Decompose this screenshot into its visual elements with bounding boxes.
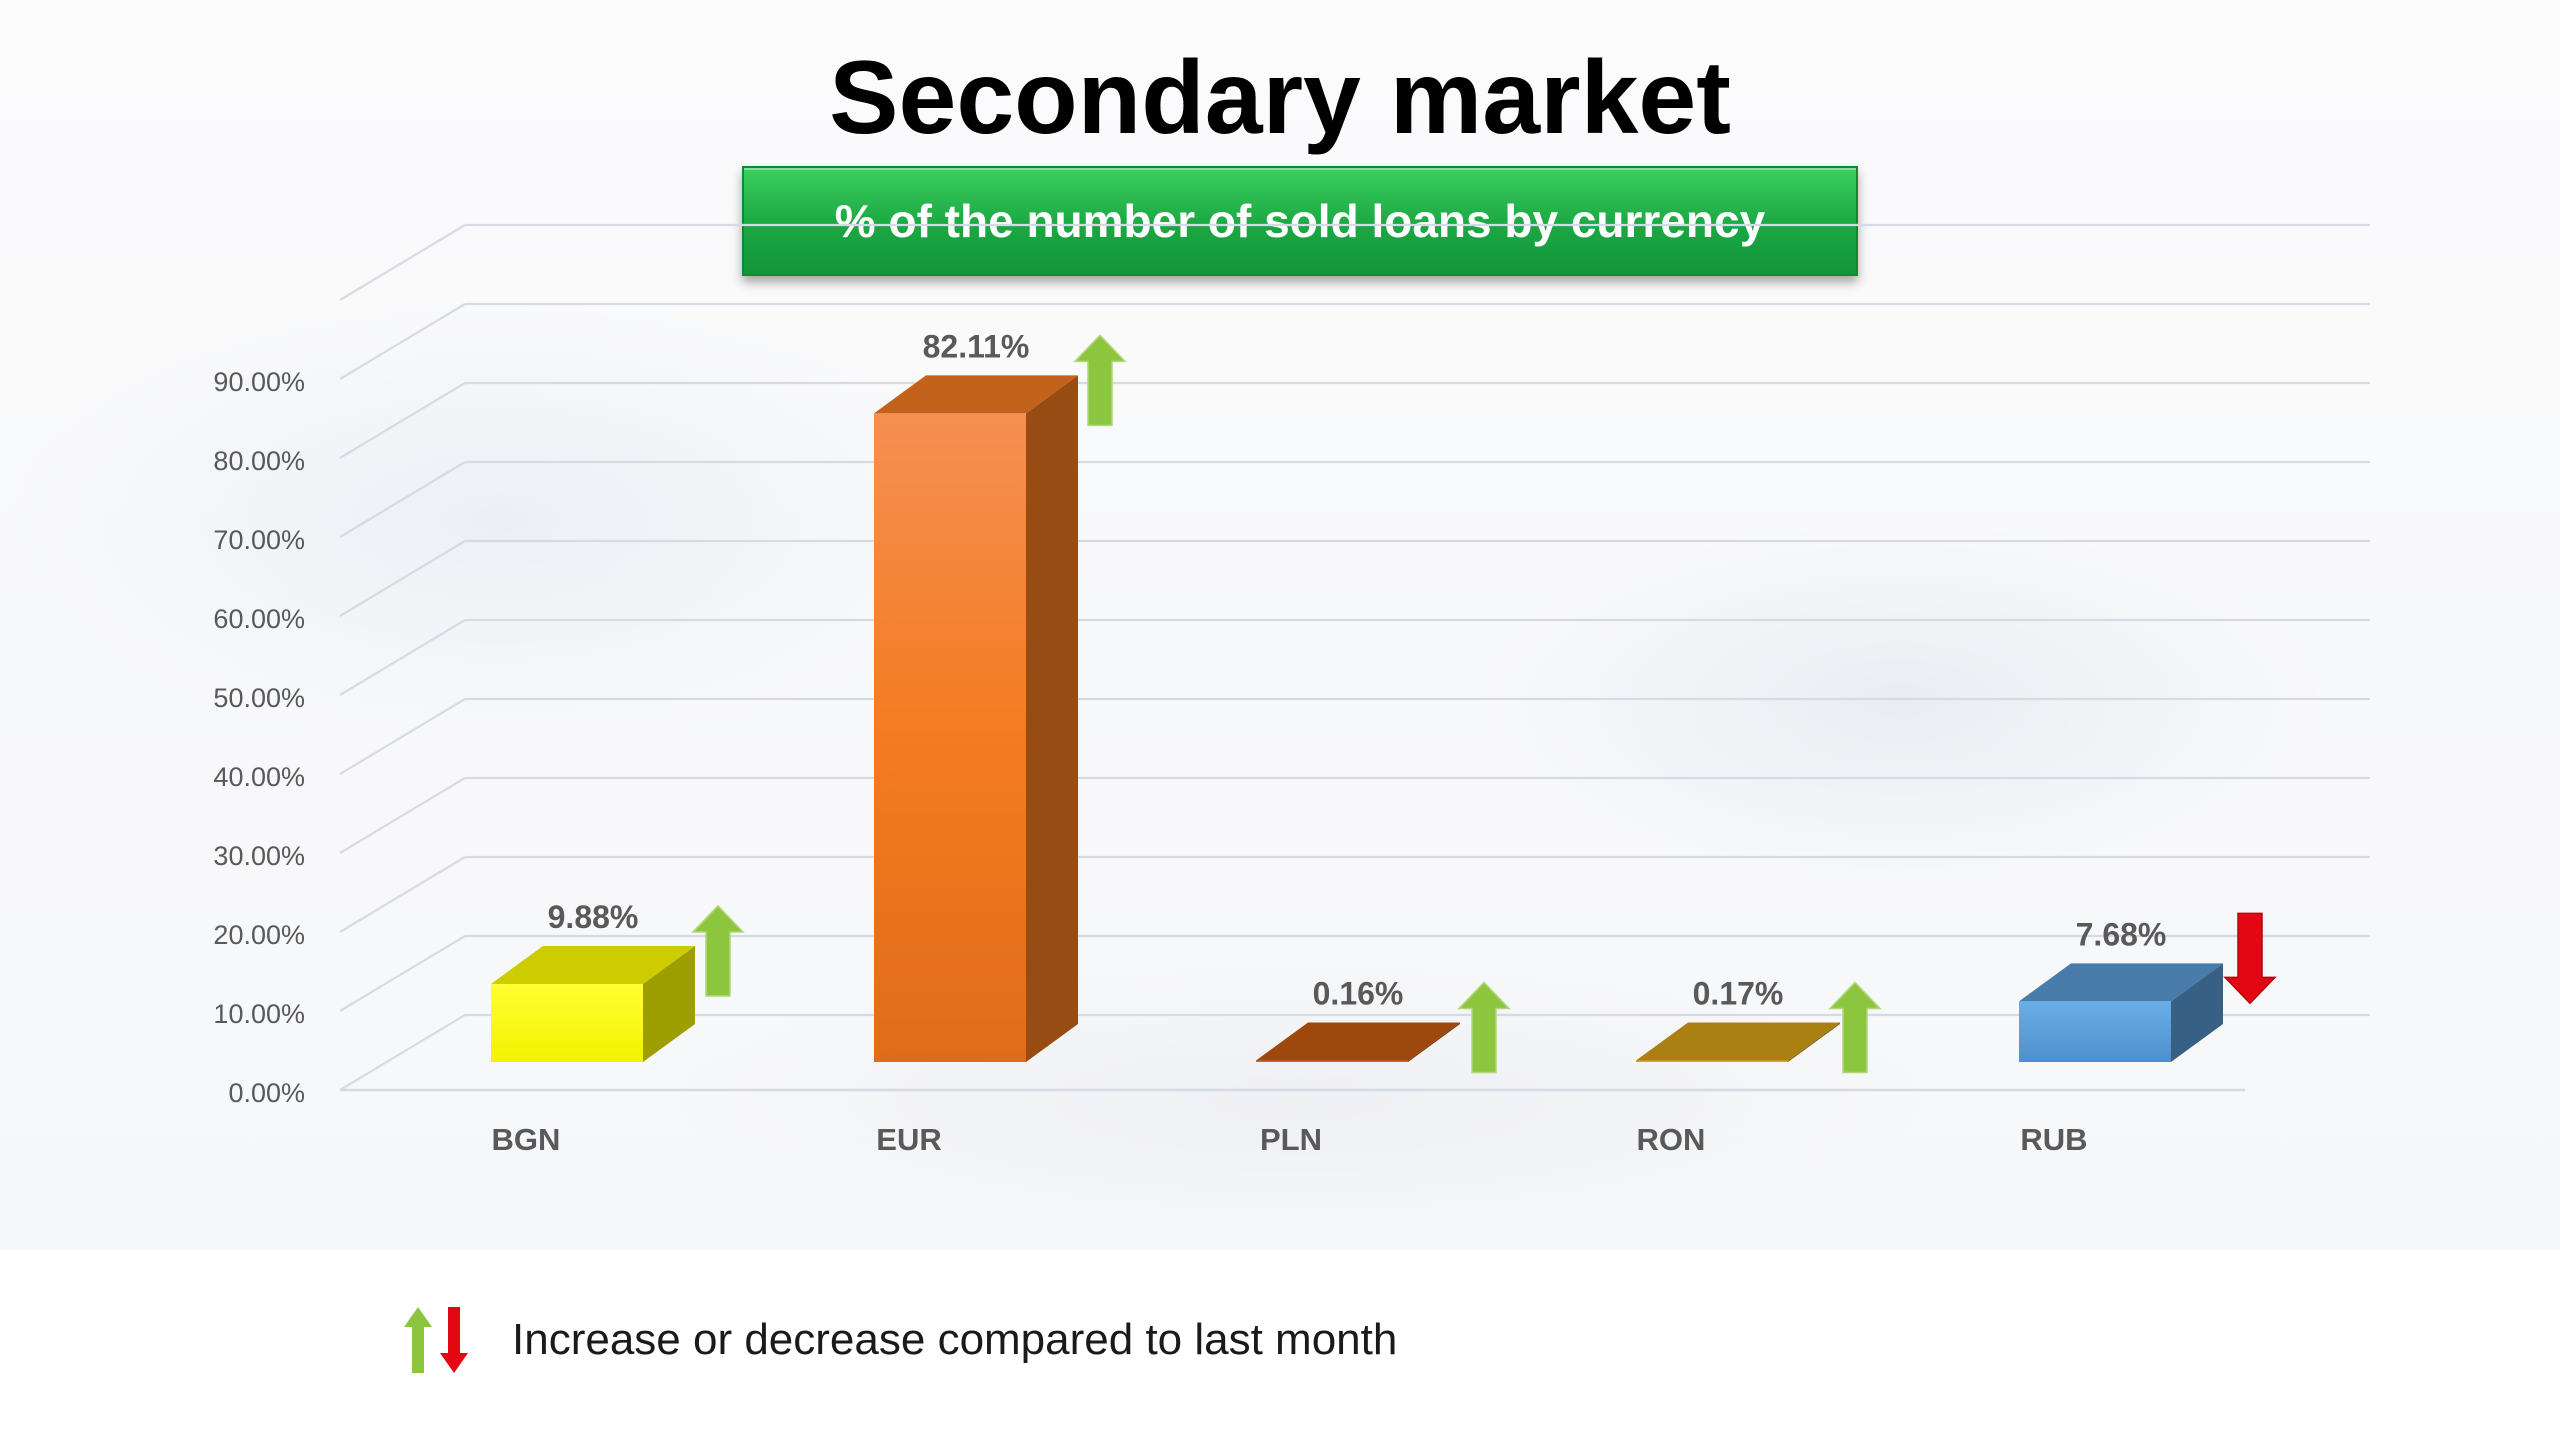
- arrow-down-red-icon: [2223, 912, 2277, 1005]
- page-title: Secondary market: [829, 40, 1731, 156]
- arrow-down-red-icon: [440, 1307, 468, 1373]
- bar-side: [1026, 375, 1078, 1062]
- y-tick-label: 0.00%: [228, 1078, 305, 1108]
- x-tick-label: RON: [1637, 1122, 1706, 1157]
- bar-top: [1256, 1022, 1460, 1061]
- gridline-diagonal: [339, 856, 466, 933]
- arrow-up-green-icon: [1073, 334, 1127, 427]
- gridline-diagonal: [339, 461, 466, 538]
- y-tick-label: 50.00%: [213, 683, 305, 713]
- bar-side: [643, 945, 695, 1062]
- gridline-diagonal: [339, 619, 466, 696]
- gridline-diagonal: [339, 698, 466, 775]
- bar-chart: 0.00% 10.00% 20.00% 30.00% 40.00% 50.00% 60.00…: [213, 223, 2370, 1157]
- subtitle-banner: % of the number of sold loans by currenc…: [742, 166, 1858, 276]
- data-label: 0.17%: [1693, 976, 1784, 1012]
- legend-text: Increase or decrease compared to last mo…: [512, 1315, 1398, 1364]
- y-tick-label: 40.00%: [213, 762, 305, 792]
- bar-eur: [874, 375, 1078, 1062]
- data-label: 82.11%: [923, 328, 1030, 364]
- legend: Increase or decrease compared to last mo…: [400, 1300, 1397, 1380]
- bar-side: [1788, 1022, 1840, 1062]
- bar-front: [491, 983, 643, 1062]
- bar-side: [2171, 963, 2223, 1062]
- gridline-diagonal: [339, 303, 466, 380]
- x-tick-label: PLN: [1260, 1122, 1322, 1157]
- data-label: 0.16%: [1313, 976, 1404, 1012]
- bar-top: [491, 945, 695, 984]
- y-tick-label: 20.00%: [213, 920, 305, 950]
- gridline-diagonal: [339, 1014, 466, 1091]
- legend-arrows-icon: [404, 1307, 468, 1373]
- gridline-diagonal: [339, 224, 466, 301]
- data-label: 9.88%: [548, 899, 639, 935]
- bar-front: [2019, 1001, 2171, 1062]
- bars-layer: [491, 334, 2277, 1074]
- y-tick-label: 10.00%: [213, 999, 305, 1029]
- gridline-diagonal: [339, 540, 466, 617]
- bar-pln: [1256, 1022, 1460, 1062]
- bar-front: [874, 413, 1026, 1062]
- arrow-up-green-icon: [1457, 981, 1511, 1074]
- y-tick-label: 80.00%: [213, 446, 305, 476]
- bar-top: [2019, 963, 2223, 1002]
- y-tick-label: 70.00%: [213, 525, 305, 555]
- x-tick-label: EUR: [876, 1122, 941, 1157]
- grid-layer: [339, 223, 2370, 1092]
- arrow-up-green-icon: [404, 1307, 432, 1373]
- bar-front: [1636, 1060, 1788, 1062]
- bar-side: [1408, 1022, 1460, 1062]
- labels-layer: 0.00% 10.00% 20.00% 30.00% 40.00% 50.00% 60.00…: [213, 328, 2166, 1157]
- bar-ron: [1636, 1022, 1840, 1062]
- gridline-diagonal: [339, 382, 466, 459]
- gridline-diagonal: [339, 777, 466, 854]
- y-tick-label: 60.00%: [213, 604, 305, 634]
- bar-bgn: [491, 945, 695, 1062]
- bar-rub: [2019, 963, 2223, 1062]
- data-label: 7.68%: [2076, 916, 2167, 952]
- bar-top: [874, 375, 1078, 414]
- bar-front: [1256, 1060, 1408, 1062]
- arrow-up-green-icon: [691, 904, 745, 997]
- y-tick-label: 90.00%: [213, 367, 305, 397]
- x-tick-label: BGN: [492, 1122, 561, 1157]
- gridline-diagonal: [339, 935, 466, 1012]
- bar-top: [1636, 1022, 1840, 1061]
- arrow-up-green-icon: [1828, 981, 1882, 1074]
- x-tick-label: RUB: [2020, 1122, 2087, 1157]
- subtitle-text: % of the number of sold loans by currenc…: [834, 195, 1766, 247]
- y-tick-label: 30.00%: [213, 841, 305, 871]
